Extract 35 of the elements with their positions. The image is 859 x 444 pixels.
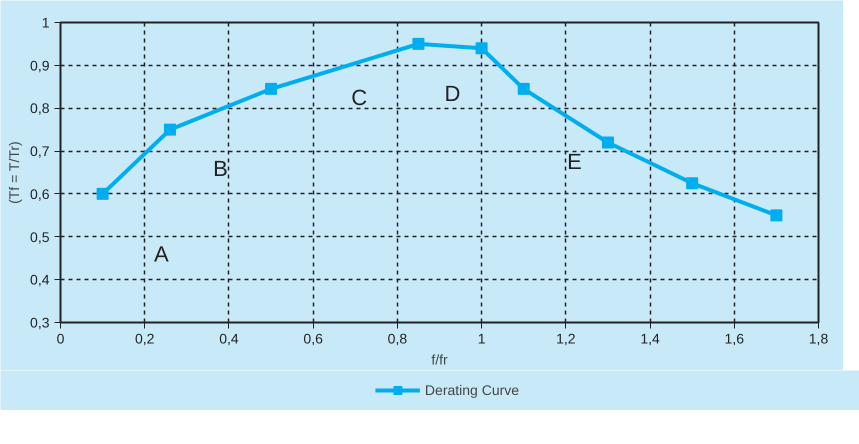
point [412,38,424,50]
x-tick-label: 1,6 [724,330,744,346]
y-tick-label: 0,4 [30,272,50,288]
point [770,209,782,222]
point [265,82,278,95]
x-tick-label: 0,4 [219,330,239,346]
point [476,42,488,54]
annotation: E [567,149,582,174]
point [164,124,176,136]
y-tick-label: 0,7 [30,143,50,160]
y-tick-label: 0,6 [30,186,50,202]
x-tick-label: 1,4 [640,330,660,346]
legend-label: Derating Curve [424,382,520,398]
annotation: A [154,241,169,266]
annotation: B [213,156,228,181]
y-axis-title: (Tf = T/Tr) [6,141,22,204]
y-tick-label: 0,5 [30,228,50,245]
y-tick-label: 1 [42,14,50,30]
point [96,188,109,200]
annotation: C [351,85,368,110]
x-tick-label: 0,6 [303,330,324,346]
x-tick-label: 1,8 [808,330,828,346]
y-tick-label: 0,3 [30,314,50,330]
point [602,136,614,148]
x-tick-label: 0,2 [134,330,155,346]
x-axis-title: f/fr [431,352,448,368]
annotation: D [444,80,460,106]
point [518,82,530,95]
y-tick-label: 0,9 [30,57,50,74]
x-tick-label: 1 [478,330,486,346]
x-tick-label: 1,2 [556,330,576,346]
x-tick-label: 0 [56,330,65,346]
point [686,177,698,190]
y-tick-label: 0,8 [30,100,50,116]
x-tick-label: 0,8 [388,330,408,346]
